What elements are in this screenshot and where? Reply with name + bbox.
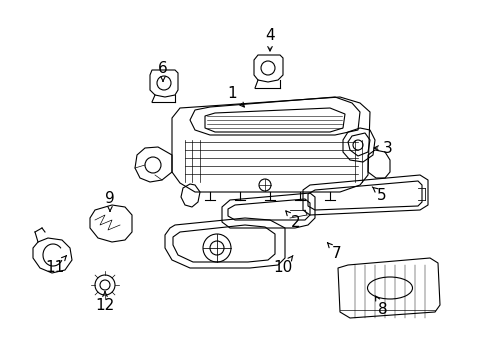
Text: 8: 8 [375,296,387,318]
Text: 7: 7 [327,243,341,261]
Text: 5: 5 [371,187,386,202]
Text: 10: 10 [273,256,292,275]
Text: 12: 12 [95,292,114,312]
Text: 6: 6 [158,60,167,81]
Text: 4: 4 [264,27,274,51]
Text: 1: 1 [227,86,244,107]
Text: 11: 11 [45,256,66,275]
Text: 9: 9 [105,190,115,211]
Text: 3: 3 [373,140,392,156]
Text: 2: 2 [285,211,300,230]
